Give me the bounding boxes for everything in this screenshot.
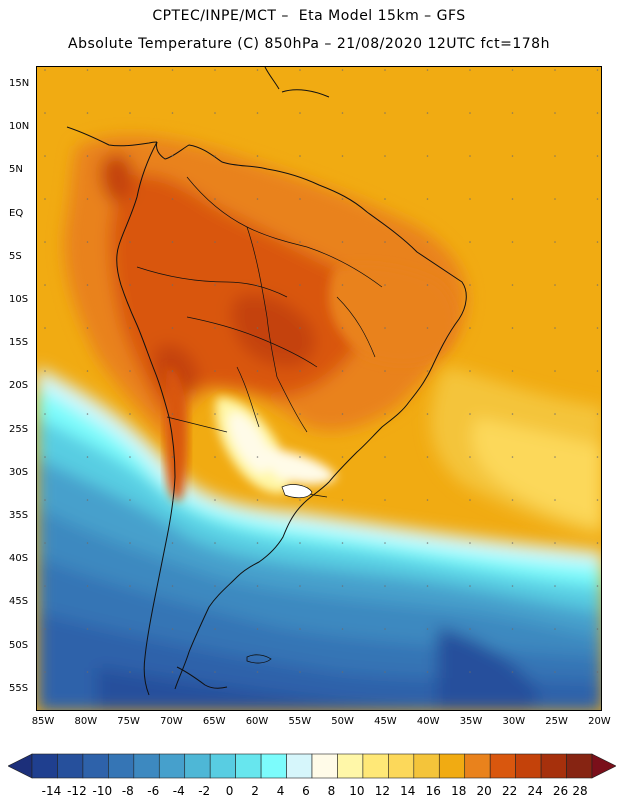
colorbar-tick-label: 18 <box>451 784 467 798</box>
colorbar-tick-label: 6 <box>302 784 310 798</box>
colorbar-swatch <box>260 753 287 779</box>
latitude-label: 15N <box>9 78 30 89</box>
colorbar-tick-label: 22 <box>501 784 518 798</box>
colorbar-tick-label: -14 <box>41 784 62 798</box>
colorbar-tick-label: 10 <box>349 784 365 798</box>
latitude-label: 40S <box>9 553 29 565</box>
colorbar-tick-label: 16 <box>425 784 441 798</box>
colorbar-swatch <box>388 753 415 779</box>
colorbar-swatch <box>464 753 491 779</box>
colorbar-tick-label: 8 <box>327 784 336 798</box>
longitude-label: 80W <box>74 716 98 727</box>
colorbar-over-arrow <box>591 753 616 779</box>
map-canvas <box>37 67 601 710</box>
colorbar-swatch <box>489 753 516 779</box>
latitude-label: 5N <box>9 164 23 176</box>
colorbar-tick-label: 14 <box>400 784 416 798</box>
latitude-label: 10N <box>9 121 30 133</box>
colorbar-swatch <box>413 753 440 779</box>
colorbar-swatch <box>235 753 262 779</box>
colorbar-swatch <box>184 753 211 779</box>
colorbar-tick-label: -12 <box>67 784 87 798</box>
latitude-label: 10S <box>9 294 29 305</box>
longitude-label: 50W <box>331 716 354 727</box>
colorbar-tick-label: -2 <box>198 784 211 798</box>
latitude-label: 50S <box>9 639 29 651</box>
longitude-label: 40W <box>416 716 440 727</box>
colorbar-tick-label: 26 <box>552 784 569 798</box>
colorbar-swatch <box>515 753 542 779</box>
colorbar-tick-label: 28 <box>572 784 588 798</box>
colorbar-swatch <box>209 753 236 779</box>
longitude-label: 45W <box>374 716 397 727</box>
colorbar-swatch <box>57 753 84 779</box>
longitude-label: 25W <box>545 716 568 727</box>
colorbar-swatch <box>108 753 135 779</box>
colorbar-under-arrow <box>8 753 33 779</box>
longitude-label: 35W <box>459 716 483 727</box>
colorbar-tick-label: -6 <box>147 784 160 798</box>
latitude-label: 30S <box>9 466 29 478</box>
temperature-map[interactable] <box>36 66 602 711</box>
colorbar-tick-label: -10 <box>92 784 113 798</box>
chart-title-line2: Absolute Temperature (C) 850hPa – 21/08/… <box>68 36 550 52</box>
latitude-label: 5S <box>9 250 22 262</box>
colorbar-tick-label: -4 <box>172 784 185 798</box>
latitude-label: 55S <box>9 682 29 694</box>
colorbar-tick-label: -8 <box>121 784 134 798</box>
colorbar-swatch <box>82 753 109 779</box>
colorbar-swatch <box>362 753 389 779</box>
longitude-label: 65W <box>202 716 226 727</box>
colorbar-tick-label: 4 <box>276 784 285 798</box>
colorbar-swatch <box>133 753 160 779</box>
colorbar-tick-label: 20 <box>476 784 492 798</box>
graticule <box>37 67 601 710</box>
longitude-label: 60W <box>245 716 269 727</box>
colorbar-swatch <box>31 753 58 779</box>
colorbar <box>8 753 616 779</box>
colorbar-swatch <box>438 753 466 779</box>
colorbar-tick-label: 2 <box>251 784 259 798</box>
colorbar-tick-label: 0 <box>225 784 234 798</box>
longitude-label: 20W <box>588 716 611 727</box>
latitude-label: 20S <box>9 380 29 392</box>
longitude-label: 30W <box>502 716 526 727</box>
colorbar-tick-label: 24 <box>527 784 543 798</box>
longitude-label: 85W <box>31 716 55 727</box>
colorbar-swatch <box>286 753 313 779</box>
latitude-label: 25S <box>9 423 29 435</box>
longitude-label: 55W <box>288 716 312 727</box>
colorbar-tick-label: 12 <box>374 784 390 798</box>
longitude-label: 70W <box>160 716 183 727</box>
latitude-label: 15S <box>9 337 29 349</box>
latitude-label: 45S <box>9 596 29 608</box>
chart-title-line1: CPTEC/INPE/MCT – Eta Model 15km – GFS <box>152 8 466 24</box>
colorbar-swatch <box>540 753 567 779</box>
colorbar-swatch <box>337 753 364 779</box>
colorbar-swatch <box>566 753 593 779</box>
latitude-label: 35S <box>9 510 29 521</box>
longitude-label: 75W <box>117 716 140 727</box>
colorbar-swatch <box>311 753 338 779</box>
latitude-label: EQ <box>9 207 24 219</box>
colorbar-swatch <box>158 753 186 779</box>
